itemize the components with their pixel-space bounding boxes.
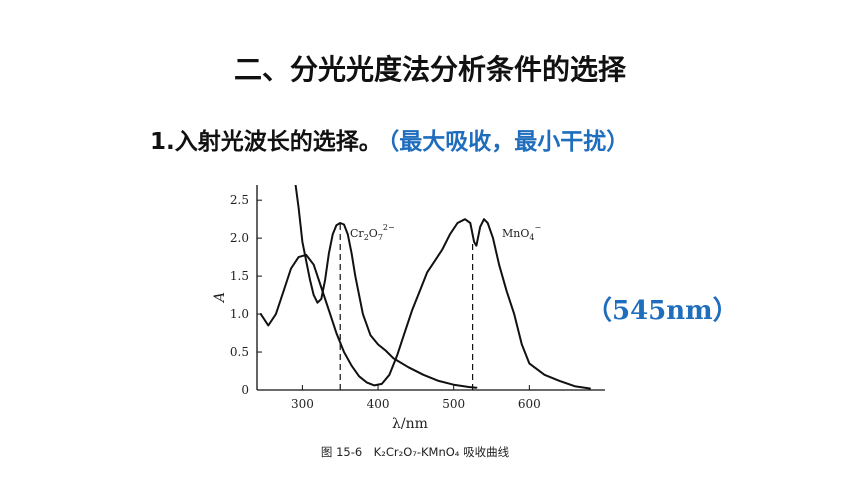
y-tick-label: 1.5 <box>230 269 249 283</box>
series-line-mno4 <box>259 218 591 390</box>
plot-frame <box>256 185 605 391</box>
series-label-mno4: MnO4− <box>502 223 541 242</box>
y-tick-label: 0 <box>241 383 249 397</box>
peak-lines <box>339 222 474 390</box>
y-tick-label: 2.0 <box>230 231 249 245</box>
x-tick-label: 400 <box>367 397 390 411</box>
x-ticks: 300 400 500 600 <box>291 385 541 411</box>
subtitle: 1.入射光波长的选择。 （最大吸收，最小干扰） <box>150 122 629 156</box>
subtitle-main: 1.入射光波长的选择。 <box>150 129 382 155</box>
slide-title: 二、分光光度法分析条件的选择 <box>233 53 626 86</box>
x-tick-label: 300 <box>291 397 314 411</box>
y-tick-label: 2.5 <box>230 193 249 207</box>
y-tick-label: 1.0 <box>230 307 249 321</box>
series-line-cr2o7 <box>294 185 478 389</box>
x-axis-label: λ/nm <box>392 416 428 432</box>
y-ticks: 0 0.5 1.0 1.5 2.0 2.5 <box>230 193 262 397</box>
x-tick-label: 600 <box>518 397 541 411</box>
y-tick-label: 0.5 <box>230 345 249 359</box>
curves <box>259 185 591 390</box>
wavelength-note: （545nm） <box>586 296 739 326</box>
series-label-cr2o7: Cr2O72− <box>350 223 395 242</box>
chart-caption: 图 15-6 K₂Cr₂O₇-KMnO₄ 吸收曲线 <box>321 445 510 459</box>
absorption-chart: 0 0.5 1.0 1.5 2.0 2.5 300 400 500 600 A λ/nm Cr2… <box>212 185 605 459</box>
y-axis-label: A <box>212 292 228 304</box>
subtitle-note: （最大吸收，最小干扰） <box>387 129 630 155</box>
x-tick-label: 500 <box>442 397 465 411</box>
